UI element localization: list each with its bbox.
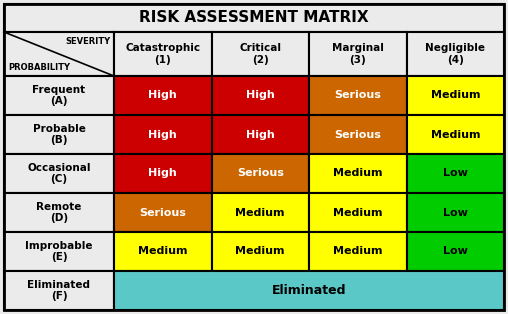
Bar	[309, 193, 406, 232]
Text: Remote
(D): Remote (D)	[36, 202, 82, 223]
Bar	[406, 115, 504, 154]
Text: Serious: Serious	[139, 208, 186, 218]
Bar	[211, 193, 309, 232]
Bar	[211, 232, 309, 271]
Bar	[406, 154, 504, 193]
Text: High: High	[246, 129, 275, 139]
Text: Medium: Medium	[236, 246, 285, 257]
Bar	[114, 32, 211, 76]
Text: Serious: Serious	[334, 129, 381, 139]
Text: High: High	[148, 129, 177, 139]
Bar	[211, 115, 309, 154]
Bar	[4, 4, 504, 32]
Text: SEVERITY: SEVERITY	[65, 37, 110, 46]
Text: RISK ASSESSMENT MATRIX: RISK ASSESSMENT MATRIX	[139, 10, 369, 25]
Text: Marginal
(3): Marginal (3)	[332, 43, 384, 65]
Text: Medium: Medium	[333, 208, 383, 218]
Bar	[4, 232, 114, 271]
Text: Low: Low	[443, 246, 468, 257]
Bar	[309, 32, 406, 76]
Bar	[309, 232, 406, 271]
Bar	[309, 115, 406, 154]
Bar	[4, 193, 114, 232]
Text: Serious: Serious	[237, 169, 283, 178]
Bar	[406, 232, 504, 271]
Bar	[4, 115, 114, 154]
Text: Serious: Serious	[334, 90, 381, 100]
Text: Medium: Medium	[430, 90, 480, 100]
Text: High: High	[148, 169, 177, 178]
Text: Medium: Medium	[333, 246, 383, 257]
Bar	[211, 32, 309, 76]
Text: High: High	[246, 90, 275, 100]
Bar	[309, 154, 406, 193]
Bar	[211, 76, 309, 115]
Bar	[114, 232, 211, 271]
Bar	[114, 76, 211, 115]
Text: Catastrophic
(1): Catastrophic (1)	[125, 43, 200, 65]
Text: Probable
(B): Probable (B)	[33, 124, 85, 145]
Bar	[309, 76, 406, 115]
Bar	[4, 271, 114, 310]
Bar	[114, 154, 211, 193]
Text: Improbable
(E): Improbable (E)	[25, 241, 93, 262]
Bar	[114, 271, 504, 310]
Bar	[406, 32, 504, 76]
Text: Low: Low	[443, 169, 468, 178]
Text: Negligible
(4): Negligible (4)	[425, 43, 485, 65]
Text: Eliminated
(F): Eliminated (F)	[27, 280, 90, 301]
Text: Medium: Medium	[236, 208, 285, 218]
Bar	[4, 76, 114, 115]
Text: High: High	[148, 90, 177, 100]
Text: Medium: Medium	[138, 246, 187, 257]
Bar	[114, 115, 211, 154]
Text: Occasional
(C): Occasional (C)	[27, 163, 91, 184]
Text: Medium: Medium	[430, 129, 480, 139]
Bar	[4, 154, 114, 193]
Text: PROBABILITY: PROBABILITY	[8, 63, 70, 72]
Bar	[406, 193, 504, 232]
Text: Low: Low	[443, 208, 468, 218]
Text: Medium: Medium	[333, 169, 383, 178]
Text: Critical
(2): Critical (2)	[239, 43, 281, 65]
Text: Eliminated: Eliminated	[272, 284, 346, 297]
Text: Frequent
(A): Frequent (A)	[33, 85, 85, 106]
Bar	[114, 193, 211, 232]
Bar	[406, 76, 504, 115]
Bar	[211, 154, 309, 193]
Bar	[4, 32, 114, 76]
